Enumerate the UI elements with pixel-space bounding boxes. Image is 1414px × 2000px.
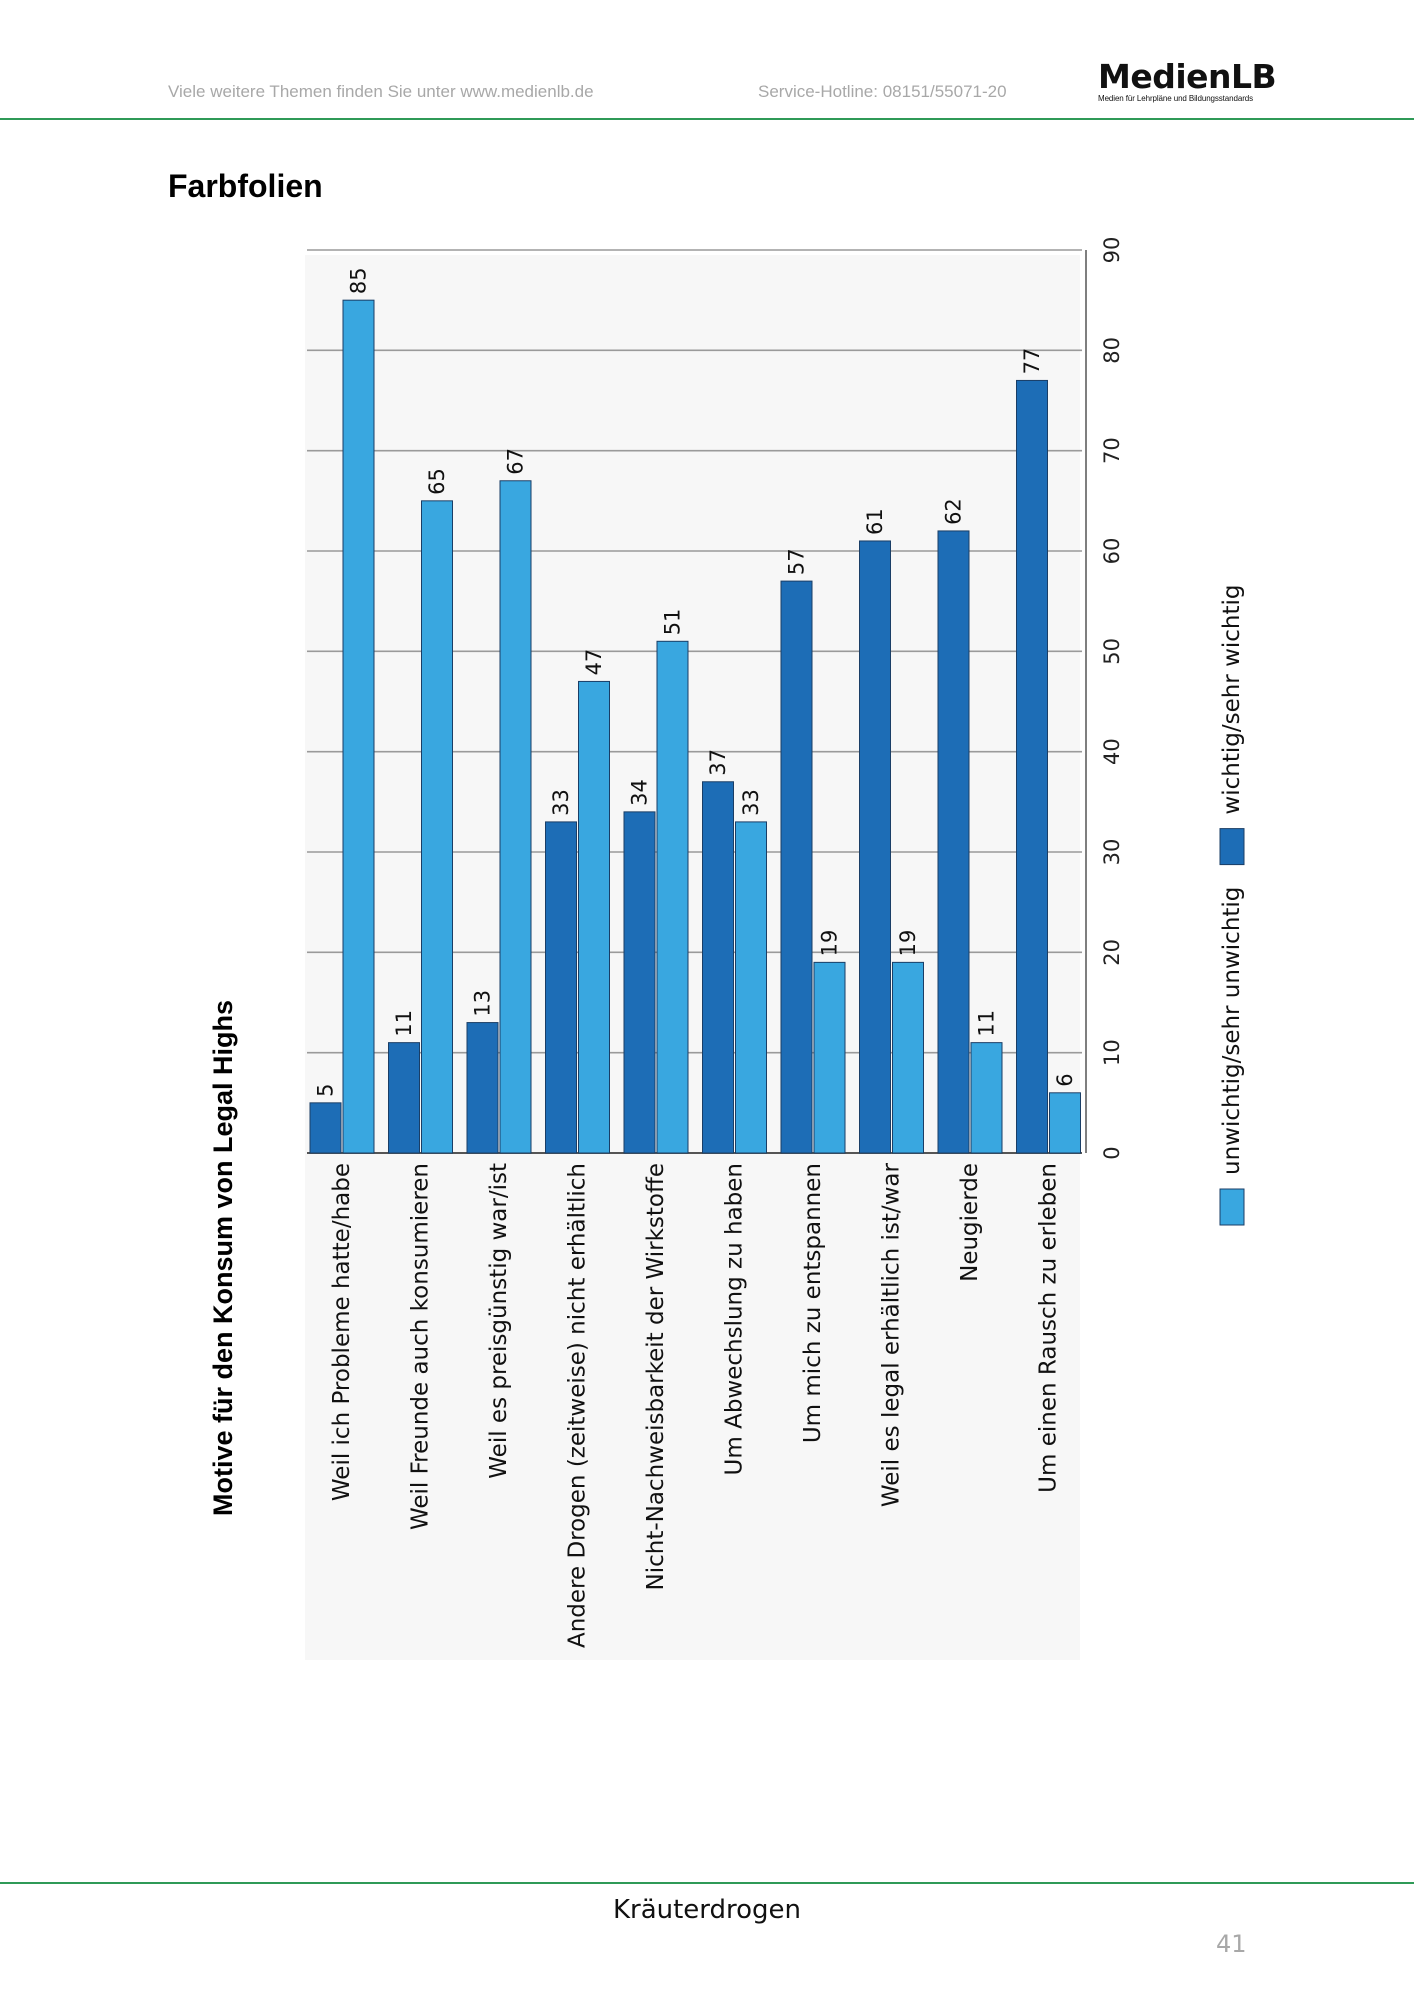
data-label: 65 xyxy=(425,468,449,495)
bar xyxy=(309,1102,342,1154)
legend-swatch xyxy=(1219,828,1245,866)
data-label: 61 xyxy=(863,508,887,535)
value-labels: 5 85 11 65 13 67 33 47 34 51 37 33 57 19 61 19 62 11 77 6 xyxy=(314,267,1078,1096)
category-label: Weil es legal erhältlich ist/war xyxy=(879,1162,905,1507)
y-tick-label: 60 xyxy=(1100,538,1124,565)
category-label: Um Abwechslung zu haben xyxy=(722,1163,748,1475)
logo-wordmark: MedienLB xyxy=(1098,57,1277,96)
bar xyxy=(1049,1092,1081,1154)
data-label: 34 xyxy=(628,779,652,806)
data-label: 11 xyxy=(392,1010,416,1037)
category-label: Nicht-Nachweisbarkeit der Wirkstoffe xyxy=(643,1163,669,1591)
bar xyxy=(656,640,689,1154)
category-label: Neugierde xyxy=(957,1163,983,1282)
y-tick-label: 40 xyxy=(1100,738,1124,765)
bar xyxy=(702,781,734,1154)
category-label: Weil es preisgünstig war/ist xyxy=(486,1163,512,1479)
bar xyxy=(499,480,532,1154)
bar xyxy=(970,1042,1003,1154)
legend: unwichtig/sehr unwichtig wichtig/sehr wic… xyxy=(1219,585,1245,1226)
bar xyxy=(466,1022,499,1154)
bar xyxy=(388,1042,420,1154)
category-label: Weil ich Probleme hatte/habe xyxy=(329,1163,355,1501)
data-label: 85 xyxy=(347,267,371,294)
bar xyxy=(892,961,924,1154)
y-tick-label: 20 xyxy=(1100,939,1124,966)
data-label: 11 xyxy=(975,1010,999,1037)
y-tick-label: 10 xyxy=(1100,1039,1124,1066)
category-label: Andere Drogen (zeitweise) nicht erhältli… xyxy=(565,1163,591,1648)
legend-swatch xyxy=(1219,1188,1245,1226)
y-tick-label: 80 xyxy=(1100,337,1124,364)
bar xyxy=(735,821,767,1154)
category-labels: Weil ich Probleme hatte/habe Weil Freunde… xyxy=(329,1162,1062,1648)
bar xyxy=(342,299,375,1154)
header-divider xyxy=(0,118,1414,120)
footer-title: Kräuterdrogen xyxy=(612,1895,802,1925)
data-label: 19 xyxy=(896,930,920,957)
header-hotline-text: Service-Hotline: 08151/55071-20 xyxy=(758,82,1007,101)
section-title: Farbfolien xyxy=(168,168,323,204)
y-tick-label: 90 xyxy=(1100,237,1124,264)
y-tick-label: 50 xyxy=(1100,638,1124,665)
page-number: 41 xyxy=(1216,1930,1247,1958)
category-label: Um mich zu entspannen xyxy=(800,1163,826,1443)
data-label: 19 xyxy=(818,930,842,957)
axis: 0 10 20 30 40 50 60 70 80 90 xyxy=(1085,237,1124,1160)
logo-tagline: Medien für Lehrpläne und Bildungsstandar… xyxy=(1098,94,1254,103)
bar xyxy=(780,580,813,1154)
bars xyxy=(309,299,1081,1154)
bar xyxy=(859,540,891,1154)
bar xyxy=(578,680,610,1154)
data-label: 77 xyxy=(1020,348,1044,375)
data-label: 47 xyxy=(582,649,606,676)
legend-label: wichtig/sehr wichtig xyxy=(1219,585,1245,815)
bar xyxy=(1016,379,1048,1154)
data-label: 37 xyxy=(706,749,730,776)
bar xyxy=(813,961,846,1154)
bar xyxy=(545,821,577,1154)
y-tick-label: 30 xyxy=(1100,839,1124,866)
data-label: 51 xyxy=(661,609,685,636)
bar xyxy=(421,500,453,1154)
data-label: 57 xyxy=(785,548,809,575)
medienlb-logo: MedienLB Medien für Lehrpläne und Bildun… xyxy=(1098,57,1290,104)
data-label: 33 xyxy=(739,789,763,816)
data-label: 62 xyxy=(942,498,966,525)
data-label: 33 xyxy=(549,789,573,816)
bar xyxy=(623,811,656,1154)
footer-divider xyxy=(0,1882,1414,1884)
data-label: 6 xyxy=(1053,1073,1077,1086)
bar xyxy=(937,530,970,1154)
category-label: Um einen Rausch zu erleben xyxy=(1036,1163,1062,1493)
category-label: Weil Freunde auch konsumieren xyxy=(408,1163,434,1530)
y-tick-label: 0 xyxy=(1100,1146,1124,1159)
data-label: 5 xyxy=(314,1083,338,1096)
legend-label: unwichtig/sehr unwichtig xyxy=(1219,887,1245,1175)
data-label: 13 xyxy=(471,990,495,1017)
y-tick-label: 70 xyxy=(1100,437,1124,464)
data-label: 67 xyxy=(504,448,528,475)
bar-chart: 5 85 11 65 13 67 33 47 34 51 37 33 57 19 61 19 62 11 77 6 0… xyxy=(307,236,1245,1649)
header-website-text: Viele weitere Themen finden Sie unter ww… xyxy=(168,82,594,101)
